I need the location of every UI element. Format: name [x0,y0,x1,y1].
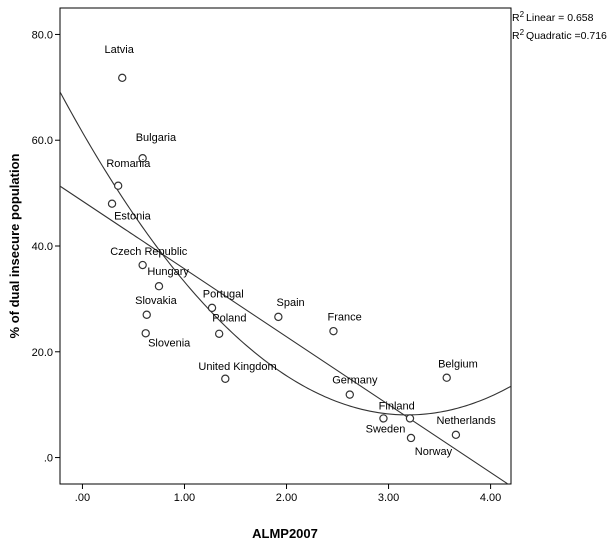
point-label: Netherlands [436,415,496,427]
point-label: Spain [277,297,305,309]
data-point [406,433,416,443]
data-point [107,199,117,208]
point-label: Czech Republic [110,246,188,258]
data-point [345,390,354,399]
plot-frame [59,7,512,485]
point-label: Belgium [438,359,478,371]
x-axis-ticks: .00 1.00 2.00 3.00 4.00 [75,484,501,504]
data-point [138,154,147,163]
data-point [214,329,224,338]
linear-fit-line [60,185,509,484]
point-label: United Kingdom [198,361,276,373]
data-point [442,373,451,382]
data-point [221,374,230,383]
x-tick-label: .00 [75,492,90,504]
point-label: Estonia [114,211,152,223]
x-tick-label: 3.00 [378,492,399,504]
point-label: France [328,312,362,324]
point-label: Romania [106,158,151,170]
point-label: Poland [212,313,246,325]
r2-quadratic: R2 Quadratic =0.716 [512,28,607,42]
point-label: Finland [379,400,415,412]
y-tick-label: 80.0 [32,29,53,41]
data-point [141,329,150,338]
data-point [379,414,388,423]
y-axis-title: % of dual insecure population [7,153,22,338]
data-points [107,73,461,443]
point-labels: Latvia Bulgaria Romania Estonia Czech Republ… [105,44,497,458]
x-axis-title: ALMP2007 [252,526,318,541]
y-tick-label: 60.0 [32,135,53,147]
quadratic-fit-line [60,91,511,416]
point-label: Slovakia [135,295,177,307]
point-label: Latvia [105,44,135,56]
data-point [405,414,415,423]
point-label: Hungary [147,266,189,278]
data-point [142,310,151,319]
data-point [274,312,283,322]
point-label: Germany [332,375,378,387]
data-point [154,281,164,291]
r2-linear: R2 Linear = 0.658 [512,10,594,24]
x-tick-label: 4.00 [480,492,501,504]
y-axis-ticks: .0 20.0 40.0 60.0 80.0 [32,29,60,465]
r2-legend: R2 Linear = 0.658 R2 Quadratic =0.716 [512,10,607,42]
y-tick-label: 40.0 [32,241,53,253]
data-point [329,326,338,336]
y-tick-label: .0 [44,453,53,465]
point-label: Bulgaria [136,132,177,144]
x-tick-label: 1.00 [174,492,195,504]
point-label: Sweden [366,424,406,436]
point-label: Norway [415,446,453,458]
data-point [118,73,127,83]
data-point [138,260,147,270]
data-point [451,430,461,440]
point-label: Portugal [203,288,244,300]
point-label: Slovenia [148,337,191,349]
fit-lines [60,91,511,484]
x-tick-label: 2.00 [276,492,297,504]
data-point [113,181,123,190]
data-point [207,303,217,313]
y-tick-label: 20.0 [32,347,53,359]
